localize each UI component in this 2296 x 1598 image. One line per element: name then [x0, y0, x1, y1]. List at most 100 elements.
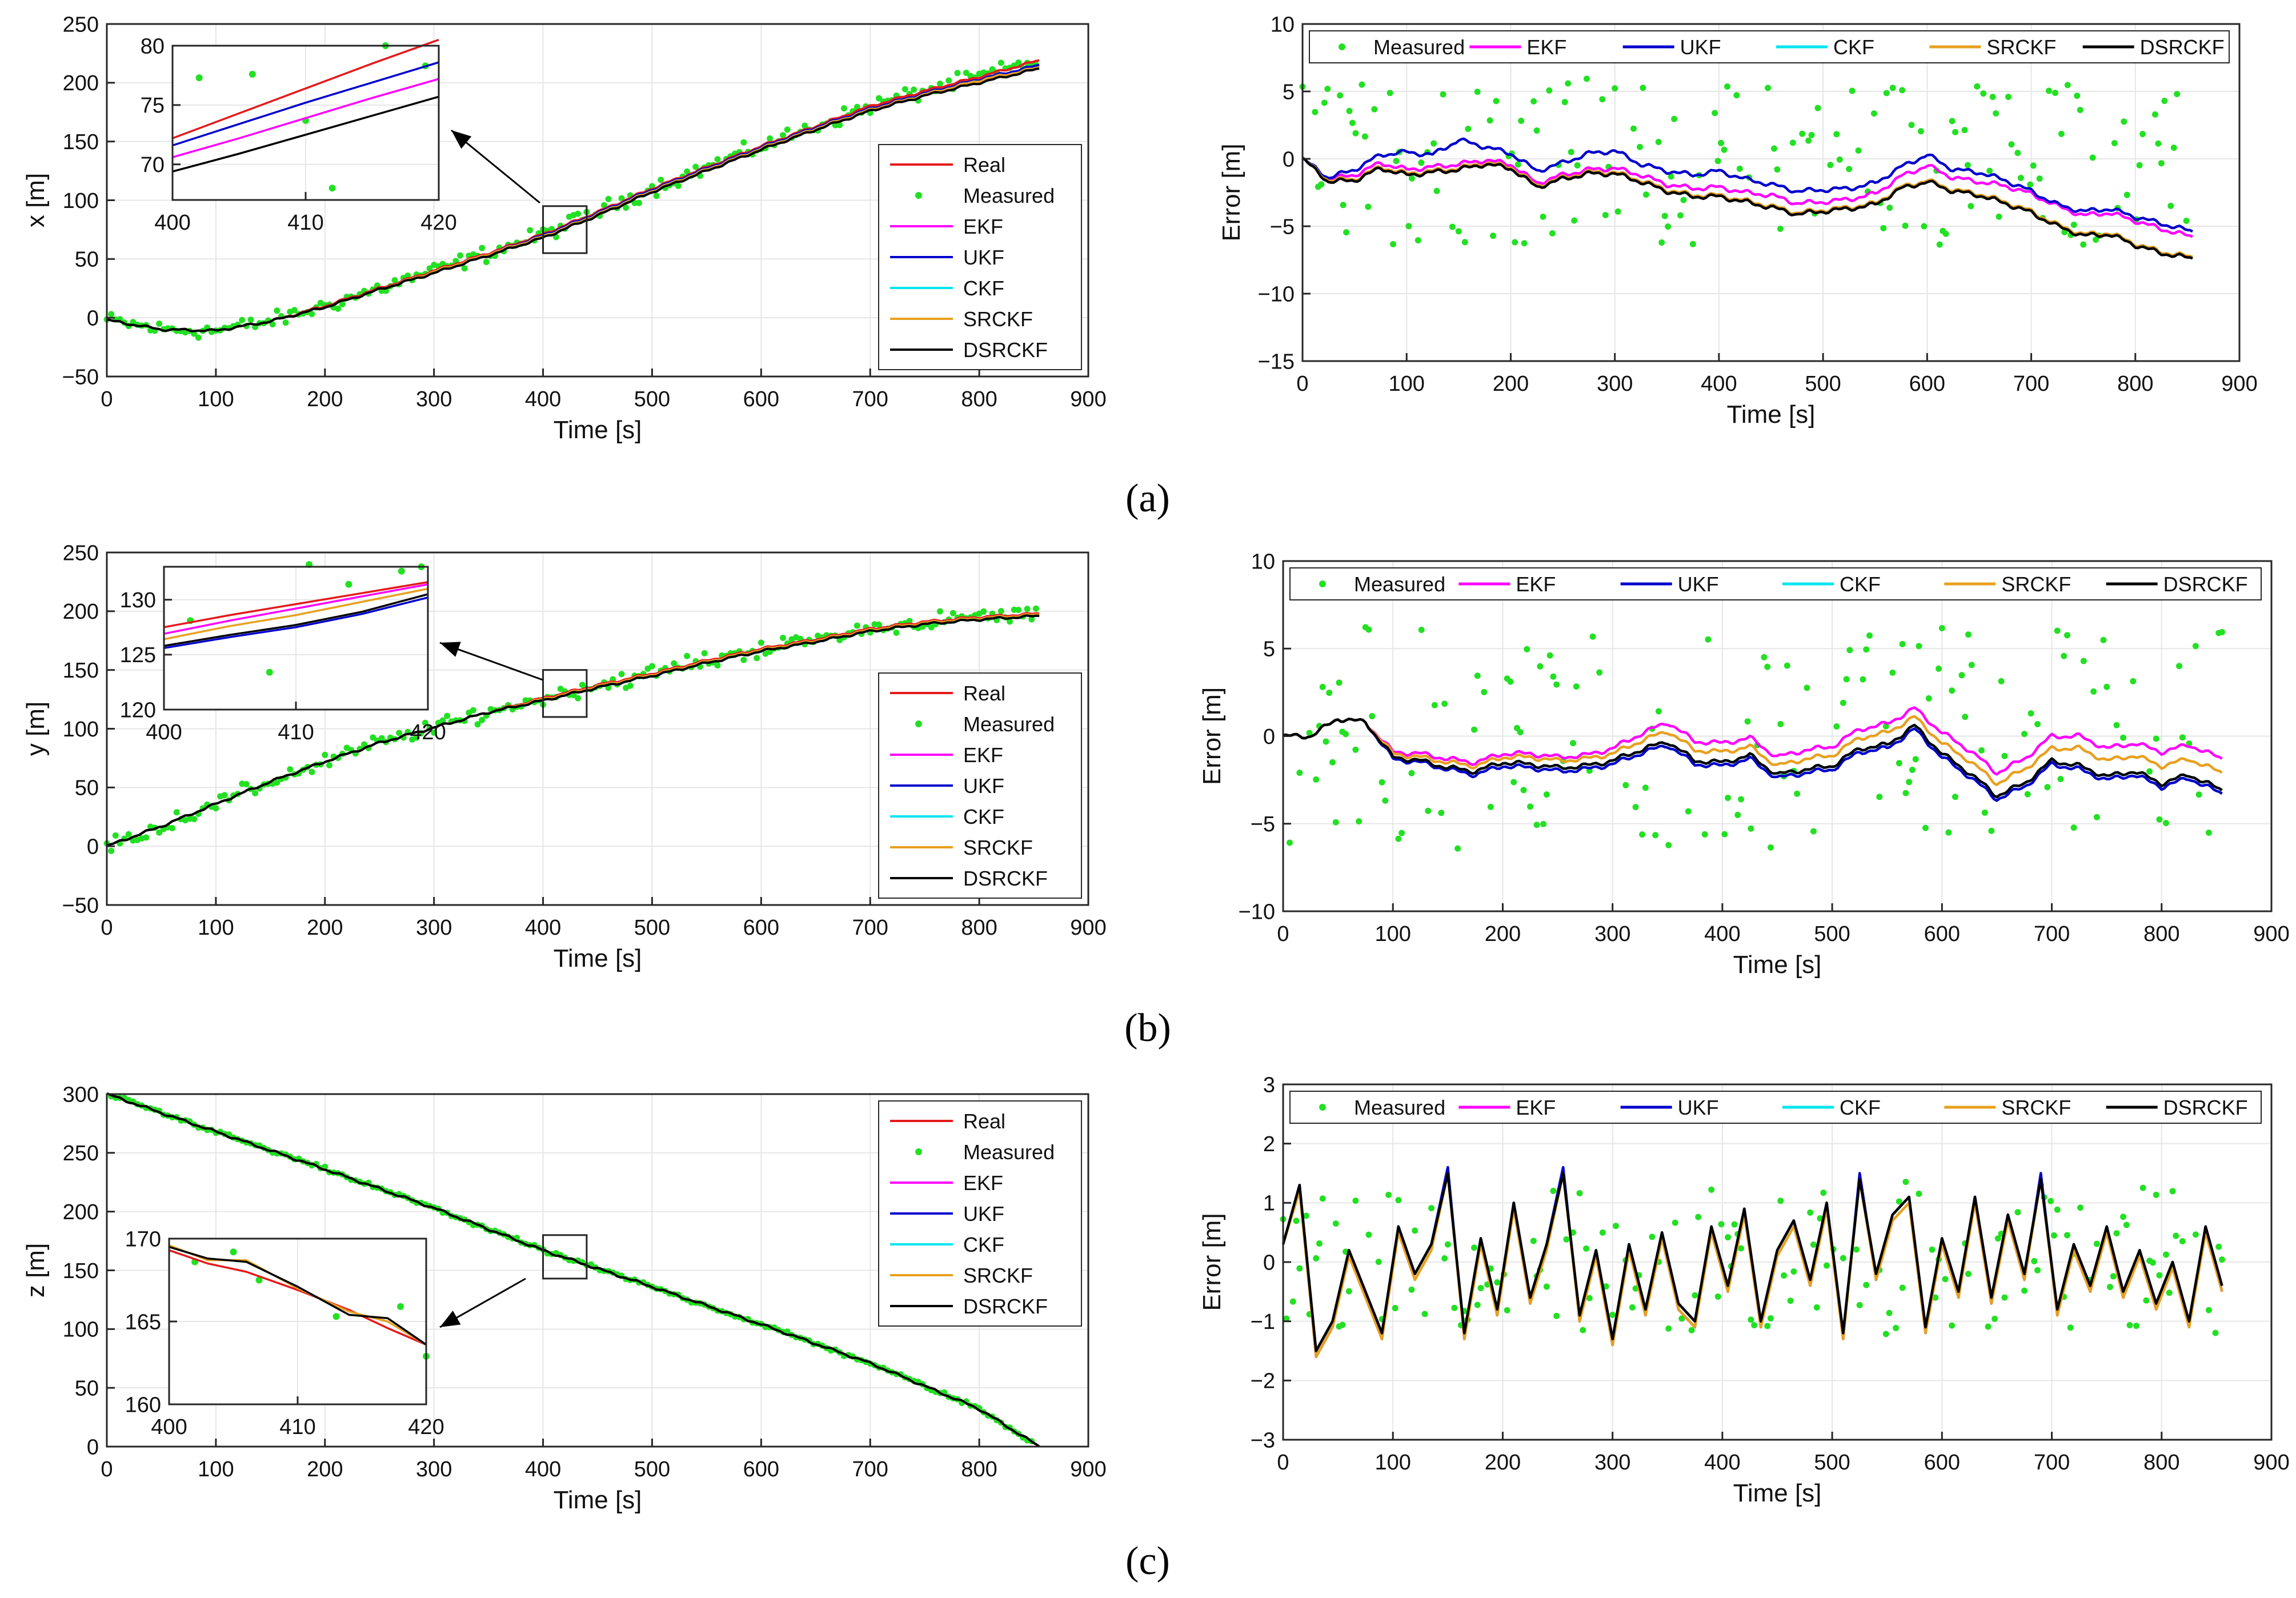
measured-point: [1395, 1197, 1402, 1204]
measured-point: [1980, 90, 1987, 97]
measured-point: [1820, 1190, 1827, 1196]
measured-point: [2070, 222, 2077, 229]
legend-label-real: Real: [963, 682, 1005, 705]
measured-point: [1843, 676, 1850, 683]
measured-point: [911, 86, 917, 93]
inset-series-real: [163, 581, 428, 628]
axes-frame: [1301, 23, 2241, 362]
measured-point: [1989, 94, 1996, 101]
measured-point: [653, 193, 660, 199]
measured-point: [1470, 1244, 1477, 1251]
legend-label-dsrckf: DSRCKF: [963, 867, 1048, 890]
measured-point: [980, 608, 987, 615]
measured-point: [2126, 1322, 2133, 1329]
inset-series-ukf: [163, 596, 428, 650]
measured-point: [2046, 87, 2053, 94]
legend: Real Measured EKF UKF CKF SRCKF DSRCKF: [878, 1100, 1082, 1327]
measured-point: [2047, 1198, 2054, 1204]
measured-point: [2089, 154, 2096, 161]
measured-point: [1352, 1198, 1359, 1204]
measured-point: [431, 729, 438, 736]
measured-point: [714, 156, 721, 163]
measured-point: [439, 717, 446, 724]
legend: Measured EKF UKF CKF SRCKF DSRCKF: [1289, 1091, 2262, 1124]
measured-point: [1994, 1235, 2001, 1242]
measured-point: [1007, 618, 1013, 625]
measured-point: [1849, 87, 1856, 94]
measured-point: [1804, 684, 1810, 691]
series-dsrckf: [1283, 718, 2223, 799]
measured-point: [1936, 665, 1942, 672]
x-tick-label: 600: [1909, 372, 1945, 396]
measured-point: [1504, 1307, 1510, 1313]
measured-point: [1514, 161, 1521, 168]
measured-point: [1807, 1209, 1814, 1216]
measured-point: [2113, 1230, 2120, 1237]
measured-point: [1889, 85, 1896, 91]
measured-point: [1032, 605, 1039, 612]
measured-point: [1549, 230, 1556, 237]
measured-point: [1893, 1324, 1900, 1331]
measured-point: [1813, 1304, 1820, 1311]
measured-point: [1379, 779, 1385, 786]
measured-point: [391, 277, 398, 284]
measured-point: [2192, 1231, 2199, 1238]
x-tick-label: 700: [2013, 372, 2049, 396]
measured-point: [1996, 213, 2002, 220]
measured-point: [1465, 125, 1472, 132]
measured-point: [2036, 175, 2043, 182]
measured-point: [125, 831, 132, 838]
x-tick-label: 100: [1375, 922, 1411, 946]
measured-point: [1561, 99, 1568, 106]
x-tick-label: 300: [1594, 922, 1630, 946]
y-tick-label: 165: [125, 1310, 161, 1334]
legend-label-real: Real: [963, 1110, 1005, 1133]
measured-point: [1425, 807, 1432, 814]
measured-point: [1721, 146, 1728, 153]
measured-point: [1748, 1316, 1754, 1323]
legend-marker-measured: [915, 1148, 922, 1155]
measured-point: [1725, 1234, 1731, 1241]
measured-point: [2027, 710, 2034, 717]
zoom-arrow-head: [440, 1311, 461, 1327]
measured-point: [1507, 678, 1514, 685]
measured-point: [1553, 681, 1560, 688]
legend-label-ekf: EKF: [1516, 572, 1556, 596]
measured-point: [1808, 131, 1815, 138]
measured-point: [2070, 824, 2077, 831]
measured-point: [1441, 700, 1448, 707]
measured-point: [2077, 106, 2083, 113]
measured-point: [2111, 140, 2118, 147]
measured-point: [1343, 229, 1350, 236]
measured-point: [1978, 747, 1985, 754]
measured-point: [1365, 203, 1372, 210]
measured-point: [2139, 131, 2146, 138]
x-tick-label: 400: [525, 387, 561, 411]
measured-point: [1421, 1311, 1428, 1317]
measured-point: [1393, 158, 1400, 165]
measured-point: [1632, 804, 1639, 811]
measured-point: [1024, 606, 1031, 612]
x-tick-label: 300: [416, 1457, 452, 1481]
measured-point: [893, 630, 900, 636]
measured-point: [684, 168, 691, 175]
y-tick-label: 120: [120, 698, 156, 722]
y-tick-label: 100: [63, 1318, 99, 1342]
y-tick-label: 150: [63, 1259, 99, 1283]
measured-point: [1695, 1213, 1702, 1220]
measured-point: [396, 730, 403, 736]
measured-point: [1487, 803, 1494, 810]
measured-point: [1685, 808, 1692, 815]
measured-point: [1724, 83, 1730, 90]
measured-point: [1789, 139, 1796, 146]
measured-point: [1474, 89, 1481, 95]
measured-point: [1412, 1227, 1419, 1234]
measured-point: [1665, 223, 1672, 230]
y-tick-label: 0: [87, 306, 99, 330]
measured-point: [575, 695, 582, 702]
x-tick-label: 300: [416, 387, 452, 411]
measured-point: [618, 671, 625, 678]
x-axis-label: Time [s]: [1733, 951, 1822, 979]
measured-point: [1968, 203, 1974, 210]
x-tick-label: 200: [307, 1457, 343, 1481]
